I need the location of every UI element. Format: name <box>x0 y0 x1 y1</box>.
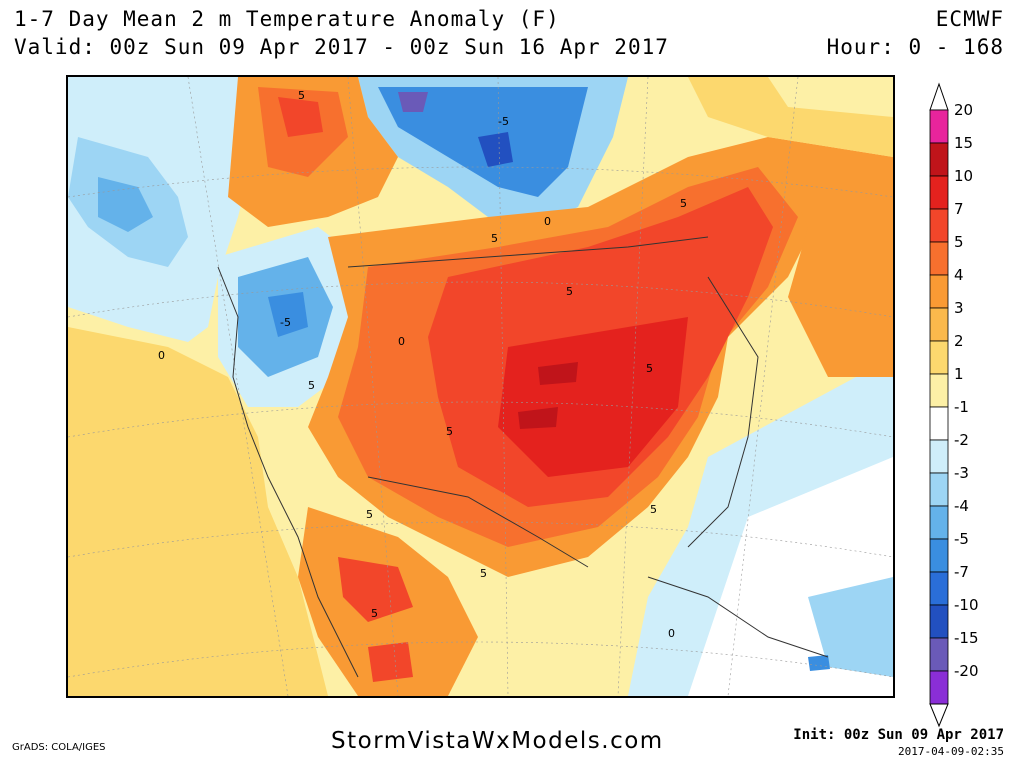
colorbar-label: -10 <box>954 596 979 614</box>
contour-label: 5 <box>366 508 373 521</box>
colorbar-label: 15 <box>954 134 973 152</box>
mexico-south-hot <box>368 642 413 682</box>
colorbar-swatch <box>929 637 949 672</box>
contour-label: 5 <box>491 232 498 245</box>
colorbar-swatch <box>929 274 949 309</box>
colorbar-swatch <box>929 307 949 342</box>
colorbar-label: -5 <box>954 530 969 548</box>
colorbar-swatch <box>929 571 949 606</box>
caribbean-cool <box>808 577 893 677</box>
colorbar-label: -1 <box>954 398 969 416</box>
colorbar-label: 3 <box>954 299 964 317</box>
colorbar-swatch <box>929 604 949 639</box>
canada-coldest-spot <box>478 132 513 167</box>
northwest-coldest <box>268 292 308 337</box>
us-hot-spot-1 <box>538 362 578 385</box>
colorbar-label: 4 <box>954 266 964 284</box>
colorbar-swatch <box>929 109 949 144</box>
colorbar-swatch <box>929 406 949 441</box>
model-name: ECMWF <box>935 7 1004 31</box>
colorbar-swatch <box>929 373 949 408</box>
colorbar-swatch <box>929 175 949 210</box>
pacific-cold-spot <box>98 177 153 232</box>
color-scale-labels: 20 15 10 7 5 4 3 2 1 -1 -2 -3 -4 -5 -7 -10 -15 -20 <box>954 101 979 680</box>
contour-label: -5 <box>280 316 291 329</box>
contour-label: 5 <box>480 567 487 580</box>
colorbar-swatch <box>929 142 949 177</box>
alaska-warmest <box>278 97 323 137</box>
color-swatches <box>929 82 949 728</box>
colorbar-label: 5 <box>954 233 964 251</box>
contour-label: 5 <box>371 607 378 620</box>
colorbar-label: 20 <box>954 101 973 119</box>
temperature-anomaly-map[interactable]: 5 5 -5 -5 0 0 5 5 5 5 5 5 5 5 0 0 5 <box>66 75 895 698</box>
us-hot-spot-2 <box>518 407 558 429</box>
contour-label: -5 <box>498 115 509 128</box>
contour-label: 0 <box>544 215 551 228</box>
colorbar-bottom-arrow <box>929 703 949 728</box>
us-warm-core <box>498 317 688 477</box>
contour-label: 5 <box>650 503 657 516</box>
colorbar-swatch <box>929 439 949 474</box>
site-credit: StormVistaWxModels.com <box>331 728 664 754</box>
colorbar-label: -3 <box>954 464 969 482</box>
caribbean-cold-spot <box>808 655 830 671</box>
valid-period: Valid: 00z Sun 09 Apr 2017 - 00z Sun 16 … <box>14 35 669 59</box>
graticule <box>68 77 893 696</box>
colorbar-label: 1 <box>954 365 964 383</box>
colorbar-swatch <box>929 208 949 243</box>
colorbar-label: -15 <box>954 629 979 647</box>
coastlines <box>217 236 829 678</box>
colorbar-label: 2 <box>954 332 964 350</box>
contour-label: 0 <box>158 349 165 362</box>
forecast-hour-range: Hour: 0 - 168 <box>826 35 1004 59</box>
colorbar-swatch <box>929 241 949 276</box>
contour-label: 5 <box>646 362 653 375</box>
contour-labels: 5 5 -5 -5 0 0 5 5 5 5 5 5 5 5 0 0 5 <box>158 89 687 640</box>
colorbar-label: 10 <box>954 167 973 185</box>
init-time: Init: 00z Sun 09 Apr 2017 <box>793 727 1004 743</box>
colorbar-label: -7 <box>954 563 969 581</box>
map-title: 1-7 Day Mean 2 m Temperature Anomaly (F) <box>14 7 560 31</box>
mexico-hot <box>338 557 413 622</box>
colorbar-swatch <box>929 505 949 540</box>
colorbar-top-arrow <box>929 82 949 111</box>
colorbar-swatch <box>929 538 949 573</box>
greenland-neutral <box>768 77 893 117</box>
colorbar-label: 7 <box>954 200 964 218</box>
colorbar-swatch <box>929 340 949 375</box>
software-credit: GrADS: COLA/IGES <box>12 742 106 753</box>
contour-label: 5 <box>680 197 687 210</box>
atlantic-canada-warm <box>768 137 893 377</box>
colorbar-swatch <box>929 670 949 705</box>
colorbar-label: -4 <box>954 497 969 515</box>
canada-cold-spot <box>398 92 428 112</box>
colorbar-label: -2 <box>954 431 969 449</box>
colorbar-label: -20 <box>954 662 979 680</box>
generation-timestamp: 2017-04-09-02:35 <box>898 745 1004 758</box>
contour-label: 0 <box>668 627 675 640</box>
contour-label: 5 <box>298 89 305 102</box>
contour-label: 5 <box>308 379 315 392</box>
contour-label: 5 <box>566 285 573 298</box>
color-scale-legend: 20 15 10 7 5 4 3 2 1 -1 -2 -3 -4 -5 -7 -10 -15 -20 <box>928 80 988 728</box>
contour-label: 0 <box>398 335 405 348</box>
contour-label: 5 <box>446 425 453 438</box>
colorbar-swatch <box>929 472 949 507</box>
eastern-pacific-warm <box>68 327 328 696</box>
